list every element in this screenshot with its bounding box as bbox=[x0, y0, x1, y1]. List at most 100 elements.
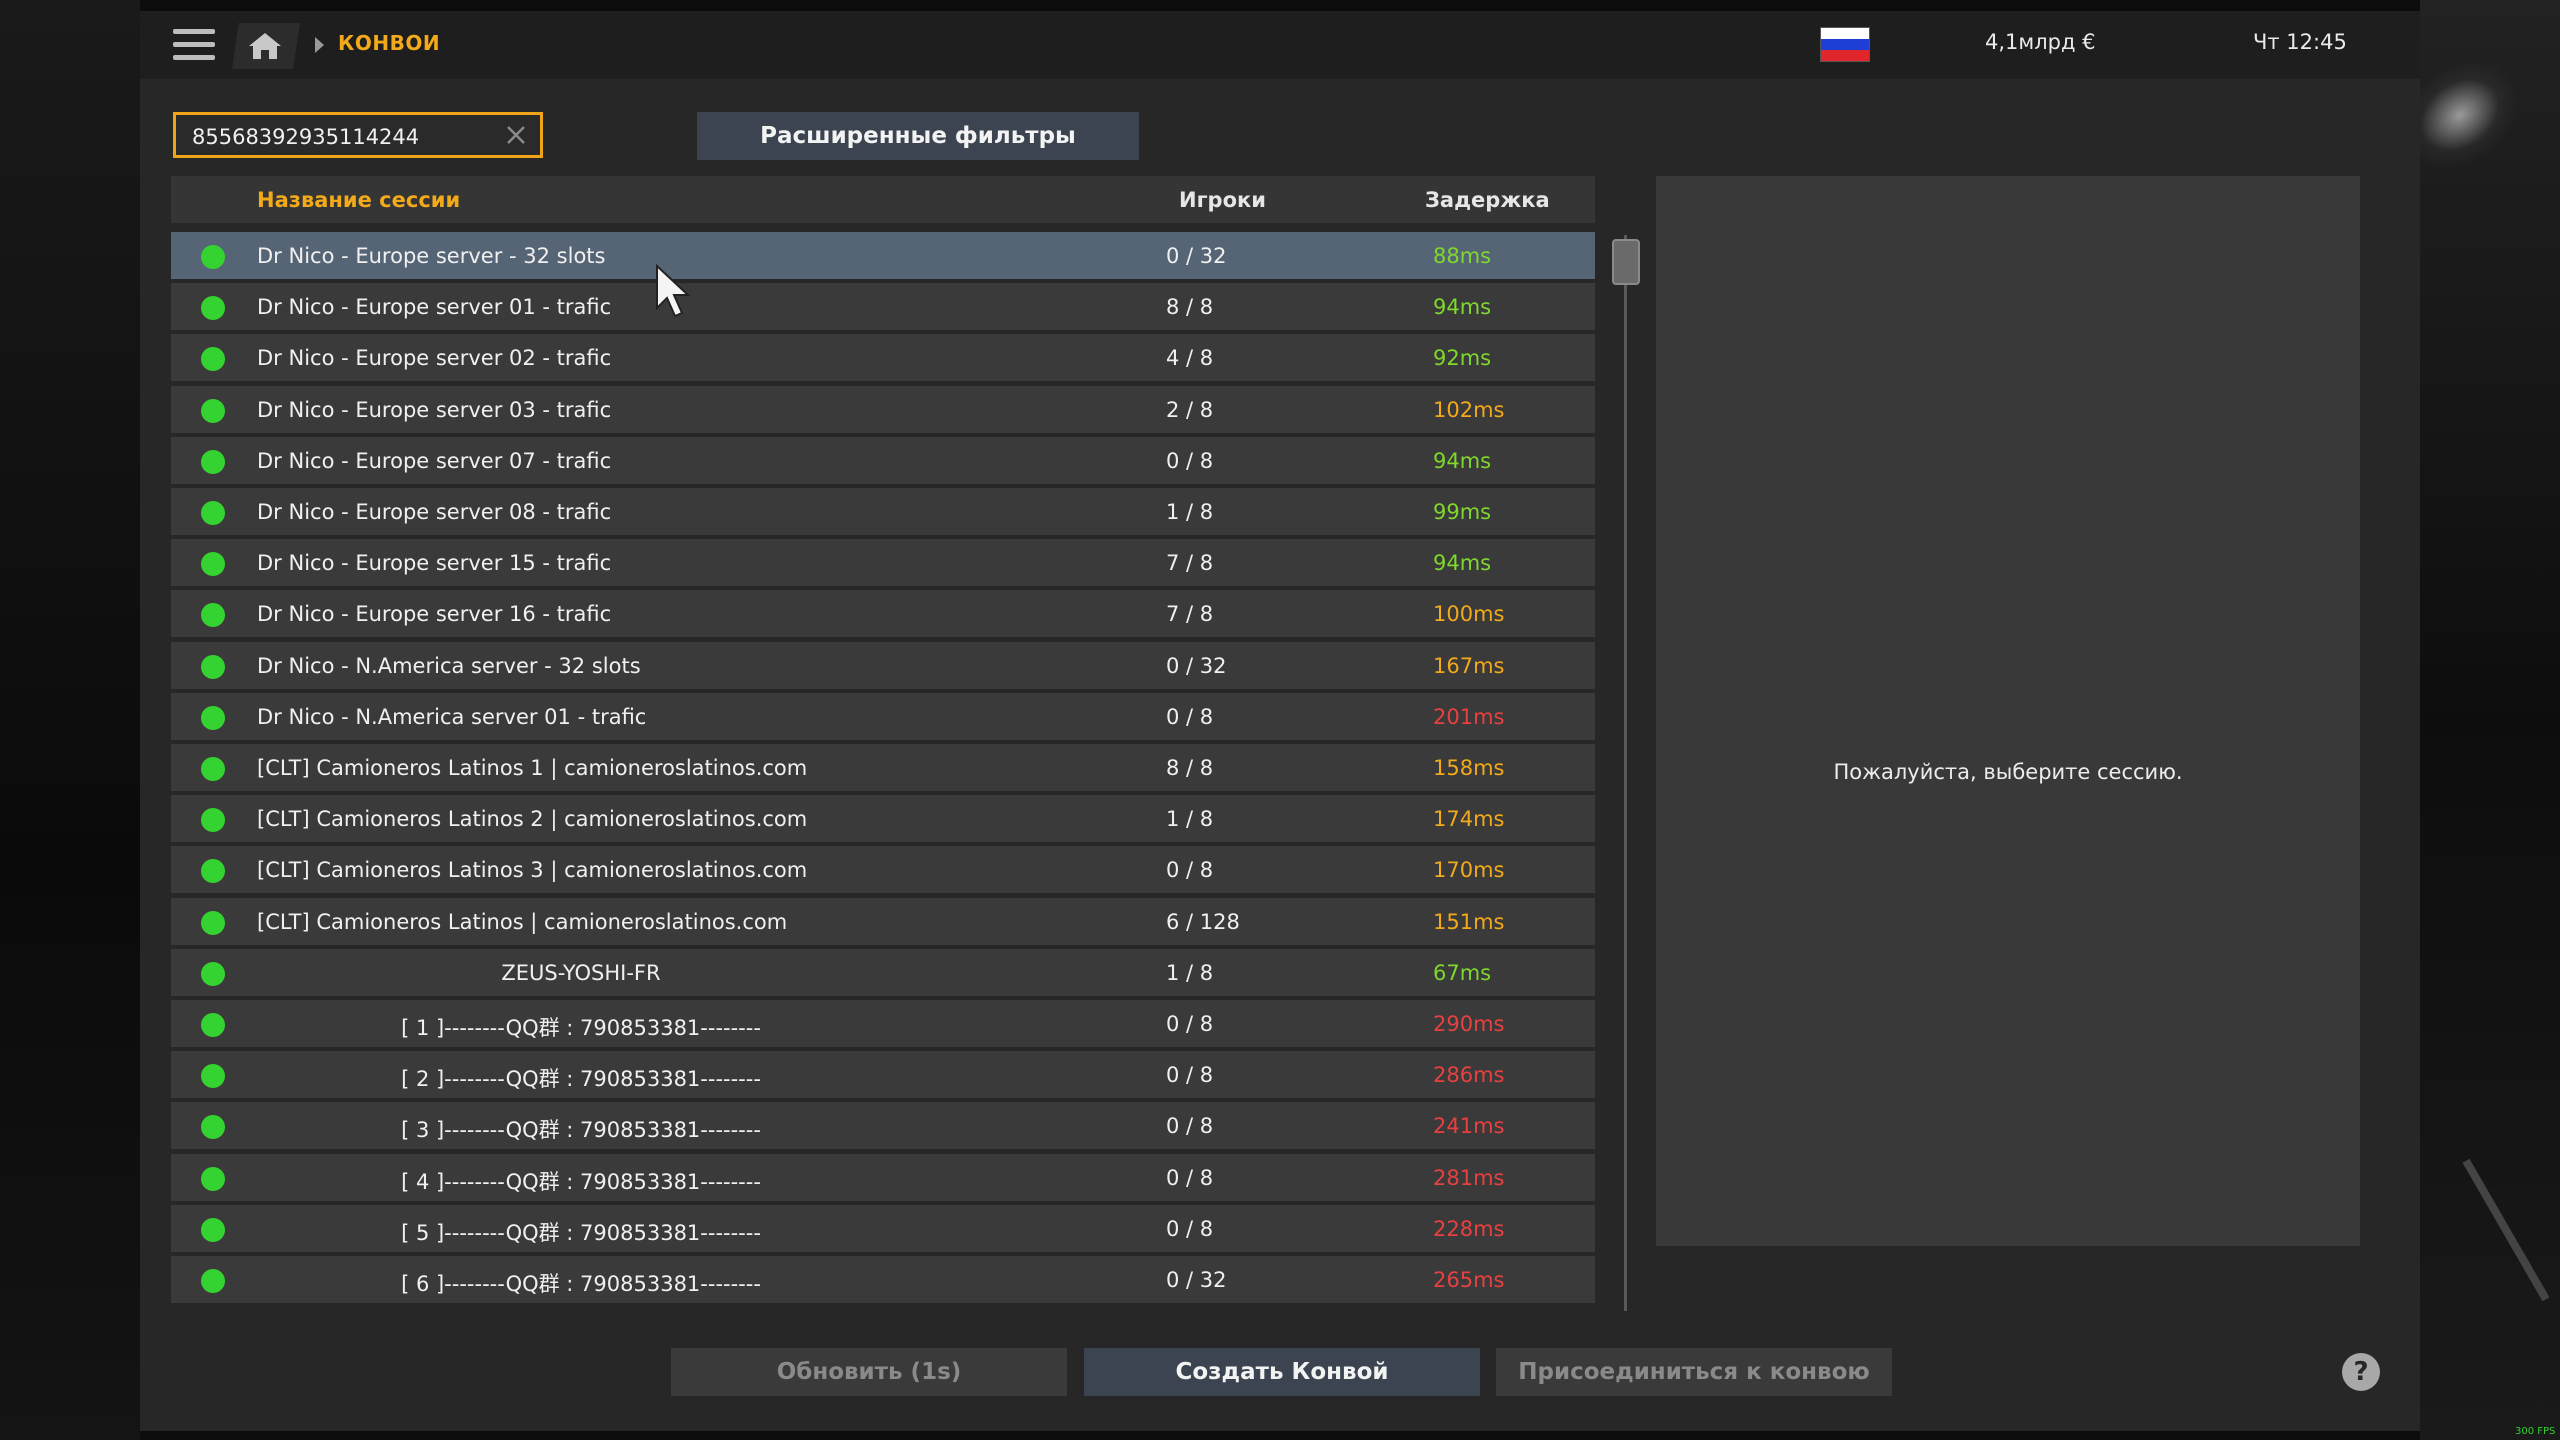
clear-icon[interactable] bbox=[502, 120, 530, 150]
session-players: 8 / 8 bbox=[1166, 295, 1214, 319]
session-ping: 290ms bbox=[1433, 1012, 1505, 1036]
status-dot-icon bbox=[201, 706, 225, 730]
status-dot-icon bbox=[201, 1269, 225, 1293]
session-name: Dr Nico - N.America server 01 - trafic bbox=[257, 705, 647, 729]
session-ping: 265ms bbox=[1433, 1268, 1505, 1292]
session-name: [ 5 ]--------QQ群 : 790853381-------- bbox=[401, 1221, 761, 1245]
fps-counter: 300 FPS bbox=[2515, 1426, 2556, 1437]
session-ping: 286ms bbox=[1433, 1063, 1505, 1087]
language-flag-icon[interactable] bbox=[1820, 27, 1870, 62]
status-dot-icon bbox=[201, 1218, 225, 1242]
session-row[interactable]: Dr Nico - Europe server - 32 slots 0 / 32… bbox=[171, 232, 1595, 279]
session-row[interactable]: [ 1 ]--------QQ群 : 790853381-------- 0 / … bbox=[171, 1000, 1595, 1047]
session-row[interactable]: Dr Nico - N.America server - 32 slots 0 /… bbox=[171, 642, 1595, 689]
session-row[interactable]: Dr Nico - Europe server 08 - trafic 1 / 8… bbox=[171, 488, 1595, 535]
session-name: [CLT] Camioneros Latinos 2 | camionerosl… bbox=[257, 807, 808, 831]
session-row[interactable]: Dr Nico - Europe server 03 - trafic 2 / 8… bbox=[171, 386, 1595, 433]
status-dot-icon bbox=[201, 808, 225, 832]
session-list: Название сессии Игроки Задержка Dr Nico … bbox=[171, 176, 1595, 1306]
scrollbar-track[interactable] bbox=[1624, 235, 1627, 1311]
join-convoy-button[interactable]: Присоединиться к конвою bbox=[1496, 1348, 1892, 1396]
session-name: [ 4 ]--------QQ群 : 790853381-------- bbox=[401, 1170, 761, 1194]
refresh-button[interactable]: Обновить (1s) bbox=[671, 1348, 1067, 1396]
session-name: [ 6 ]--------QQ群 : 790853381-------- bbox=[401, 1272, 761, 1296]
session-name: Dr Nico - Europe server 15 - trafic bbox=[257, 551, 612, 575]
home-button[interactable] bbox=[232, 23, 300, 69]
session-ping: 94ms bbox=[1433, 551, 1492, 575]
session-row[interactable]: Dr Nico - Europe server 01 - trafic 8 / 8… bbox=[171, 283, 1595, 330]
session-name: Dr Nico - Europe server 16 - trafic bbox=[257, 602, 612, 626]
session-players: 0 / 8 bbox=[1166, 1012, 1214, 1036]
session-row[interactable]: ZEUS-YOSHI-FR 1 / 8 67ms bbox=[171, 949, 1595, 996]
select-session-message: Пожалуйста, выберите сессию. bbox=[1833, 760, 2183, 784]
session-name: Dr Nico - Europe server 07 - trafic bbox=[257, 449, 612, 473]
session-row[interactable]: Dr Nico - Europe server 16 - trafic 7 / 8… bbox=[171, 590, 1595, 637]
session-row[interactable]: [CLT] Camioneros Latinos 1 | camionerosl… bbox=[171, 744, 1595, 791]
status-dot-icon bbox=[201, 603, 225, 627]
session-ping: 228ms bbox=[1433, 1217, 1505, 1241]
status-dot-icon bbox=[201, 962, 225, 986]
session-ping: 170ms bbox=[1433, 858, 1505, 882]
session-ping: 94ms bbox=[1433, 295, 1492, 319]
status-dot-icon bbox=[201, 1013, 225, 1037]
status-dot-icon bbox=[201, 501, 225, 525]
session-players: 7 / 8 bbox=[1166, 551, 1214, 575]
menu-icon[interactable] bbox=[173, 25, 215, 65]
session-row[interactable]: [CLT] Camioneros Latinos | camioneroslat… bbox=[171, 898, 1595, 945]
session-name: Dr Nico - Europe server - 32 slots bbox=[257, 244, 606, 268]
column-header-ping[interactable]: Задержка bbox=[1425, 188, 1550, 212]
session-players: 4 / 8 bbox=[1166, 346, 1214, 370]
session-row[interactable]: [ 5 ]--------QQ群 : 790853381-------- 0 / … bbox=[171, 1205, 1595, 1252]
session-row[interactable]: [ 3 ]--------QQ群 : 790853381-------- 0 / … bbox=[171, 1102, 1595, 1149]
session-players: 8 / 8 bbox=[1166, 756, 1214, 780]
status-dot-icon bbox=[201, 399, 225, 423]
session-ping: 67ms bbox=[1433, 961, 1492, 985]
session-ping: 151ms bbox=[1433, 910, 1505, 934]
session-row[interactable]: [ 6 ]--------QQ群 : 790853381-------- 0 / … bbox=[171, 1256, 1595, 1303]
session-players: 0 / 8 bbox=[1166, 449, 1214, 473]
session-name: Dr Nico - N.America server - 32 slots bbox=[257, 654, 641, 678]
session-row[interactable]: [CLT] Camioneros Latinos 3 | camionerosl… bbox=[171, 846, 1595, 893]
status-dot-icon bbox=[201, 450, 225, 474]
session-row[interactable]: Dr Nico - Europe server 07 - trafic 0 / 8… bbox=[171, 437, 1595, 484]
session-row[interactable]: Dr Nico - N.America server 01 - trafic 0 … bbox=[171, 693, 1595, 740]
column-header-players[interactable]: Игроки bbox=[1179, 188, 1266, 212]
session-players: 2 / 8 bbox=[1166, 398, 1214, 422]
list-header: Название сессии Игроки Задержка bbox=[171, 176, 1595, 223]
session-ping: 99ms bbox=[1433, 500, 1492, 524]
session-ping: 241ms bbox=[1433, 1114, 1505, 1138]
session-players: 1 / 8 bbox=[1166, 500, 1214, 524]
session-ping: 158ms bbox=[1433, 756, 1505, 780]
session-row[interactable]: [ 4 ]--------QQ群 : 790853381-------- 0 / … bbox=[171, 1154, 1595, 1201]
session-name: Dr Nico - Europe server 03 - trafic bbox=[257, 398, 612, 422]
session-ping: 88ms bbox=[1433, 244, 1492, 268]
session-row[interactable]: [ 2 ]--------QQ群 : 790853381-------- 0 / … bbox=[171, 1051, 1595, 1098]
session-name: Dr Nico - Europe server 08 - trafic bbox=[257, 500, 612, 524]
scrollbar-thumb[interactable] bbox=[1612, 239, 1640, 285]
session-name: [ 1 ]--------QQ群 : 790853381-------- bbox=[401, 1016, 761, 1040]
session-players: 1 / 8 bbox=[1166, 961, 1214, 985]
money-balance: 4,1млрд € bbox=[1985, 30, 2096, 54]
status-dot-icon bbox=[201, 552, 225, 576]
mouse-cursor-icon bbox=[656, 264, 691, 318]
home-icon bbox=[249, 33, 281, 59]
status-dot-icon bbox=[201, 1064, 225, 1088]
status-dot-icon bbox=[201, 655, 225, 679]
session-ping: 102ms bbox=[1433, 398, 1505, 422]
search-input[interactable] bbox=[190, 121, 494, 153]
session-players: 7 / 8 bbox=[1166, 602, 1214, 626]
session-ping: 281ms bbox=[1433, 1166, 1505, 1190]
session-row[interactable]: [CLT] Camioneros Latinos 2 | camionerosl… bbox=[171, 795, 1595, 842]
session-name: Dr Nico - Europe server 02 - trafic bbox=[257, 346, 612, 370]
status-dot-icon bbox=[201, 911, 225, 935]
session-row[interactable]: Dr Nico - Europe server 02 - trafic 4 / 8… bbox=[171, 334, 1595, 381]
column-header-name[interactable]: Название сессии bbox=[257, 188, 461, 212]
create-convoy-button[interactable]: Создать Конвой bbox=[1084, 1348, 1480, 1396]
search-box bbox=[173, 112, 543, 158]
status-dot-icon bbox=[201, 347, 225, 371]
session-name: [ 2 ]--------QQ群 : 790853381-------- bbox=[401, 1067, 761, 1091]
status-dot-icon bbox=[201, 296, 225, 320]
session-row[interactable]: Dr Nico - Europe server 15 - trafic 7 / 8… bbox=[171, 539, 1595, 586]
advanced-filters-button[interactable]: Расширенные фильтры bbox=[697, 112, 1139, 160]
help-icon[interactable]: ? bbox=[2342, 1353, 2380, 1391]
